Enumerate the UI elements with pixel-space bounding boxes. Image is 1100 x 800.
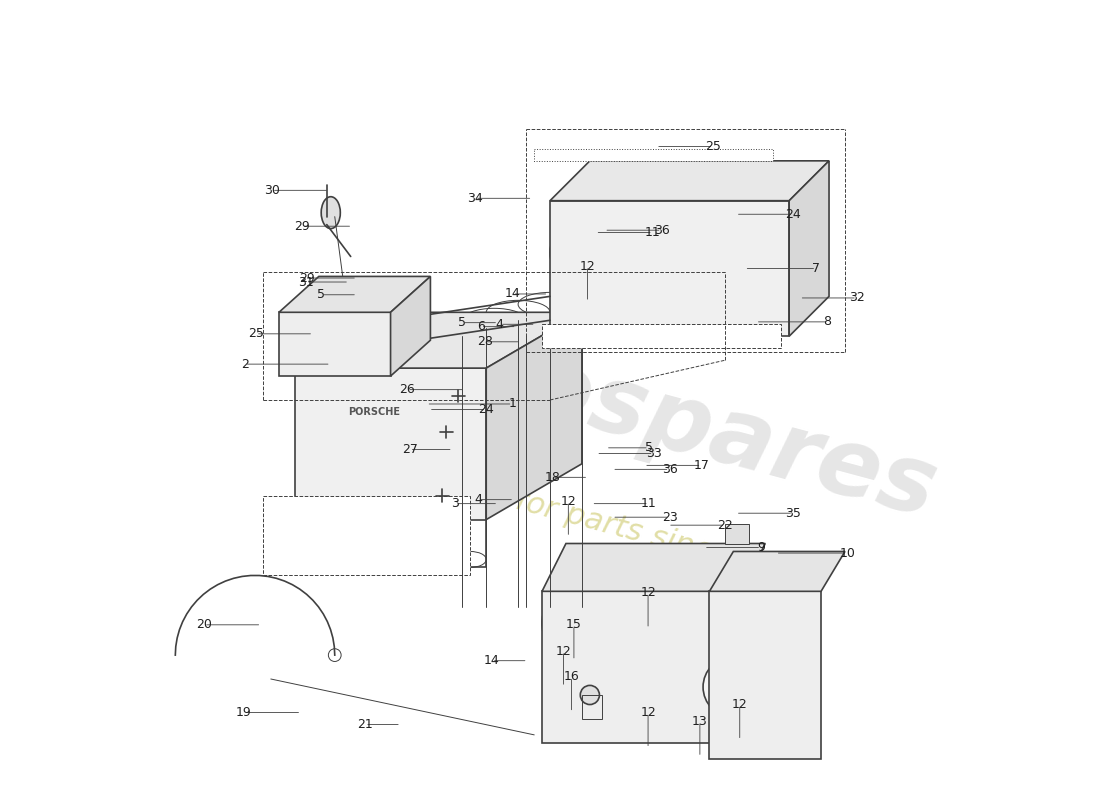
- Text: 33: 33: [646, 447, 661, 460]
- Polygon shape: [390, 277, 430, 376]
- Text: 12: 12: [556, 645, 571, 658]
- Text: 6: 6: [476, 320, 485, 333]
- Text: 12: 12: [561, 494, 576, 508]
- Text: 24: 24: [785, 208, 801, 221]
- FancyBboxPatch shape: [754, 306, 763, 316]
- Text: 31: 31: [298, 275, 314, 289]
- Text: 9: 9: [757, 541, 766, 554]
- Text: 32: 32: [849, 291, 865, 305]
- Polygon shape: [279, 277, 430, 312]
- Text: 1: 1: [508, 398, 517, 410]
- Text: 8: 8: [824, 315, 832, 328]
- Text: 20: 20: [196, 618, 212, 631]
- Text: 4: 4: [474, 493, 482, 506]
- FancyBboxPatch shape: [754, 245, 773, 277]
- Text: 12: 12: [640, 586, 656, 599]
- Polygon shape: [279, 312, 390, 376]
- Text: 34: 34: [468, 192, 483, 205]
- Polygon shape: [550, 201, 789, 336]
- Text: 21: 21: [358, 718, 373, 731]
- Text: 12: 12: [640, 706, 656, 719]
- Ellipse shape: [581, 686, 600, 705]
- Text: 5: 5: [317, 288, 326, 302]
- Text: 27: 27: [402, 443, 418, 456]
- Text: 35: 35: [785, 506, 801, 520]
- Ellipse shape: [290, 312, 378, 376]
- Polygon shape: [295, 312, 582, 368]
- Polygon shape: [542, 543, 766, 591]
- Polygon shape: [263, 496, 471, 575]
- FancyBboxPatch shape: [725, 523, 749, 543]
- Text: eurospares: eurospares: [345, 294, 946, 538]
- Polygon shape: [710, 551, 845, 591]
- Polygon shape: [789, 161, 829, 336]
- Ellipse shape: [321, 197, 340, 229]
- Text: 7: 7: [812, 262, 821, 275]
- Ellipse shape: [703, 657, 763, 718]
- Text: 24: 24: [478, 403, 494, 416]
- Text: 25: 25: [705, 140, 722, 153]
- Text: 12: 12: [580, 259, 595, 273]
- Text: 14: 14: [505, 287, 520, 301]
- Ellipse shape: [735, 657, 795, 718]
- Text: 10: 10: [839, 546, 856, 559]
- Text: 5: 5: [645, 442, 653, 454]
- Ellipse shape: [550, 217, 622, 288]
- Polygon shape: [295, 368, 486, 519]
- Polygon shape: [542, 324, 781, 348]
- Text: 23: 23: [662, 510, 678, 524]
- Text: 14: 14: [484, 654, 499, 667]
- Text: 13: 13: [692, 714, 707, 728]
- Ellipse shape: [606, 217, 678, 288]
- Text: 30: 30: [264, 184, 279, 197]
- Polygon shape: [542, 591, 741, 743]
- Ellipse shape: [653, 579, 741, 667]
- Text: 29: 29: [299, 271, 315, 285]
- Text: 29: 29: [294, 220, 310, 233]
- Text: 18: 18: [544, 471, 560, 484]
- Text: 36: 36: [662, 463, 678, 476]
- Text: 11: 11: [645, 226, 661, 239]
- Text: 2: 2: [241, 358, 249, 370]
- Text: a passion for parts since 1985: a passion for parts since 1985: [363, 446, 816, 594]
- Text: 15: 15: [566, 618, 582, 631]
- Polygon shape: [550, 161, 829, 201]
- Text: 26: 26: [399, 383, 415, 396]
- Text: 19: 19: [236, 706, 252, 719]
- Polygon shape: [535, 149, 773, 161]
- Text: 22: 22: [717, 518, 734, 532]
- Text: 3: 3: [451, 497, 459, 510]
- Text: 16: 16: [563, 670, 580, 683]
- Text: 17: 17: [693, 459, 710, 472]
- Polygon shape: [710, 591, 821, 758]
- Text: PORSCHE: PORSCHE: [349, 407, 400, 417]
- Ellipse shape: [597, 579, 685, 667]
- Text: 11: 11: [641, 497, 657, 510]
- Polygon shape: [486, 312, 582, 519]
- Text: 25: 25: [248, 327, 264, 340]
- Text: 12: 12: [732, 698, 748, 711]
- Text: 5: 5: [459, 316, 466, 329]
- Ellipse shape: [542, 579, 629, 667]
- Text: 36: 36: [653, 224, 670, 237]
- Text: 28: 28: [476, 335, 493, 348]
- Text: 4: 4: [496, 318, 504, 330]
